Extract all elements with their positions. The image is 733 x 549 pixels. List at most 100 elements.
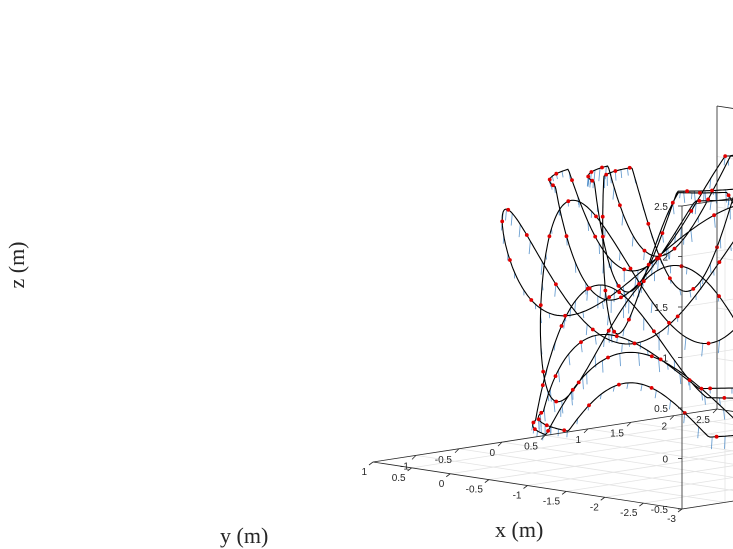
- y-tick-label: 0: [439, 479, 445, 490]
- thrust-arrow: [505, 209, 507, 221]
- waypoint-marker: [553, 374, 558, 378]
- thrust-arrow: [622, 328, 625, 337]
- thrust-arrow: [654, 390, 657, 399]
- thrust-arrow: [667, 248, 670, 260]
- waypoint-marker: [614, 334, 619, 338]
- waypoint-marker: [672, 246, 677, 251]
- waypoint-marker: [607, 295, 612, 299]
- waypoint-marker: [667, 320, 671, 325]
- waypoint-marker: [646, 262, 651, 267]
- z-tick-label: 0: [662, 455, 668, 466]
- thrust-arrow: [709, 263, 712, 273]
- waypoint-marker: [660, 231, 665, 236]
- waypoint-marker: [689, 209, 694, 213]
- thrust-arrow: [518, 224, 521, 238]
- thrust-arrow: [667, 364, 669, 370]
- waypoint-marker: [529, 298, 534, 302]
- thrust-arrow: [570, 392, 573, 406]
- waypoint-marker: [612, 329, 617, 334]
- waypoint-marker: [544, 423, 549, 428]
- thrust-arrow: [510, 213, 513, 226]
- waypoint-marker: [714, 434, 719, 439]
- thrust-arrow: [601, 360, 604, 373]
- waypoint-marker: [587, 403, 591, 408]
- waypoint-marker: [579, 340, 583, 344]
- x-tick-label: 1: [575, 435, 581, 446]
- grid-line-floor-y: [450, 429, 733, 475]
- thrust-arrow: [587, 177, 590, 187]
- waypoint-marker: [697, 199, 702, 203]
- thrust-arrow: [621, 213, 624, 226]
- waypoint-marker: [622, 267, 627, 272]
- thrust-arrow: [582, 376, 584, 390]
- waypoint-marker: [566, 199, 571, 204]
- thrust-arrow: [634, 277, 637, 288]
- waypoint-marker: [619, 295, 623, 300]
- thrust-arrow: [657, 258, 659, 271]
- thrust-arrow: [618, 251, 621, 261]
- waypoint-marker: [541, 369, 546, 374]
- thrust-arrow: [563, 318, 566, 329]
- thrust-arrow: [561, 400, 564, 414]
- thrust-arrow: [697, 426, 700, 439]
- waypoint-marker: [531, 420, 536, 425]
- thrust-arrow: [717, 340, 721, 354]
- y-tick-label: -2.5: [620, 508, 638, 519]
- thrust-arrow: [691, 192, 693, 200]
- thrust-arrow: [640, 384, 643, 392]
- waypoint-marker: [641, 279, 646, 284]
- thrust-arrow: [557, 370, 561, 383]
- waypoint-marker: [554, 399, 559, 404]
- floor-panel: [373, 409, 733, 509]
- waypoint-marker: [539, 410, 544, 415]
- thrust-arrow: [620, 169, 623, 179]
- thrust-arrow: [599, 284, 602, 298]
- thrust-arrow: [650, 301, 653, 313]
- tick-labels: -1 -0.5 0 0.5 1 1.5 2 2.5 1 0.5 0 -0.5 -1 -1.5 -2 -2.5 -…: [361, 202, 718, 525]
- y-tick-mark: [561, 491, 567, 495]
- waypoint-marker: [698, 191, 702, 195]
- x-tick-label: -1: [400, 461, 409, 472]
- thrust-arrow: [669, 400, 672, 410]
- thrust-arrow: [589, 179, 591, 188]
- waypoint-marker: [600, 214, 605, 219]
- grid-line-floor-y: [411, 417, 733, 469]
- thrust-arrow: [694, 202, 697, 215]
- thrust-arrow: [540, 261, 543, 275]
- waypoint-marker: [710, 188, 714, 193]
- x-axis-label: x (m): [495, 517, 543, 542]
- waypoint-marker: [546, 429, 550, 433]
- back-panels: [373, 106, 733, 509]
- waypoint-marker: [589, 170, 594, 174]
- waypoint-marker: [524, 233, 529, 237]
- thrust-arrow: [612, 386, 615, 392]
- waypoint-marker: [603, 288, 608, 293]
- thrust-arrow: [701, 343, 704, 357]
- waypoint-marker: [508, 258, 512, 262]
- thrust-arrow: [710, 436, 713, 450]
- grid-line-floor-x: [587, 428, 733, 452]
- waypoint-marker: [646, 221, 651, 226]
- waypoint-marker: [559, 324, 564, 328]
- y-tick-mark: [484, 479, 490, 483]
- thrust-arrow: [730, 245, 732, 252]
- waypoint-marker: [533, 427, 537, 431]
- waypoint-marker: [590, 327, 595, 332]
- waypoint-marker: [658, 253, 663, 257]
- z-tick-label: 1: [662, 354, 668, 365]
- trajectory-line: [501, 154, 733, 438]
- thrust-arrow: [554, 284, 557, 297]
- waypoint-marker: [562, 428, 567, 433]
- thrust-arrow: [608, 330, 610, 343]
- waypoint-marker: [618, 203, 622, 208]
- thrust-arrow: [553, 186, 556, 194]
- waypoint-marker: [675, 314, 680, 319]
- waypoint-marker: [668, 276, 672, 281]
- waypoint-marker: [536, 417, 541, 422]
- x-tick-label: 0: [489, 448, 495, 459]
- thrust-arrow: [709, 178, 712, 189]
- waypoint-marker: [506, 207, 511, 212]
- waypoint-marker: [570, 178, 574, 183]
- z-tick-label: -0.5: [651, 505, 669, 516]
